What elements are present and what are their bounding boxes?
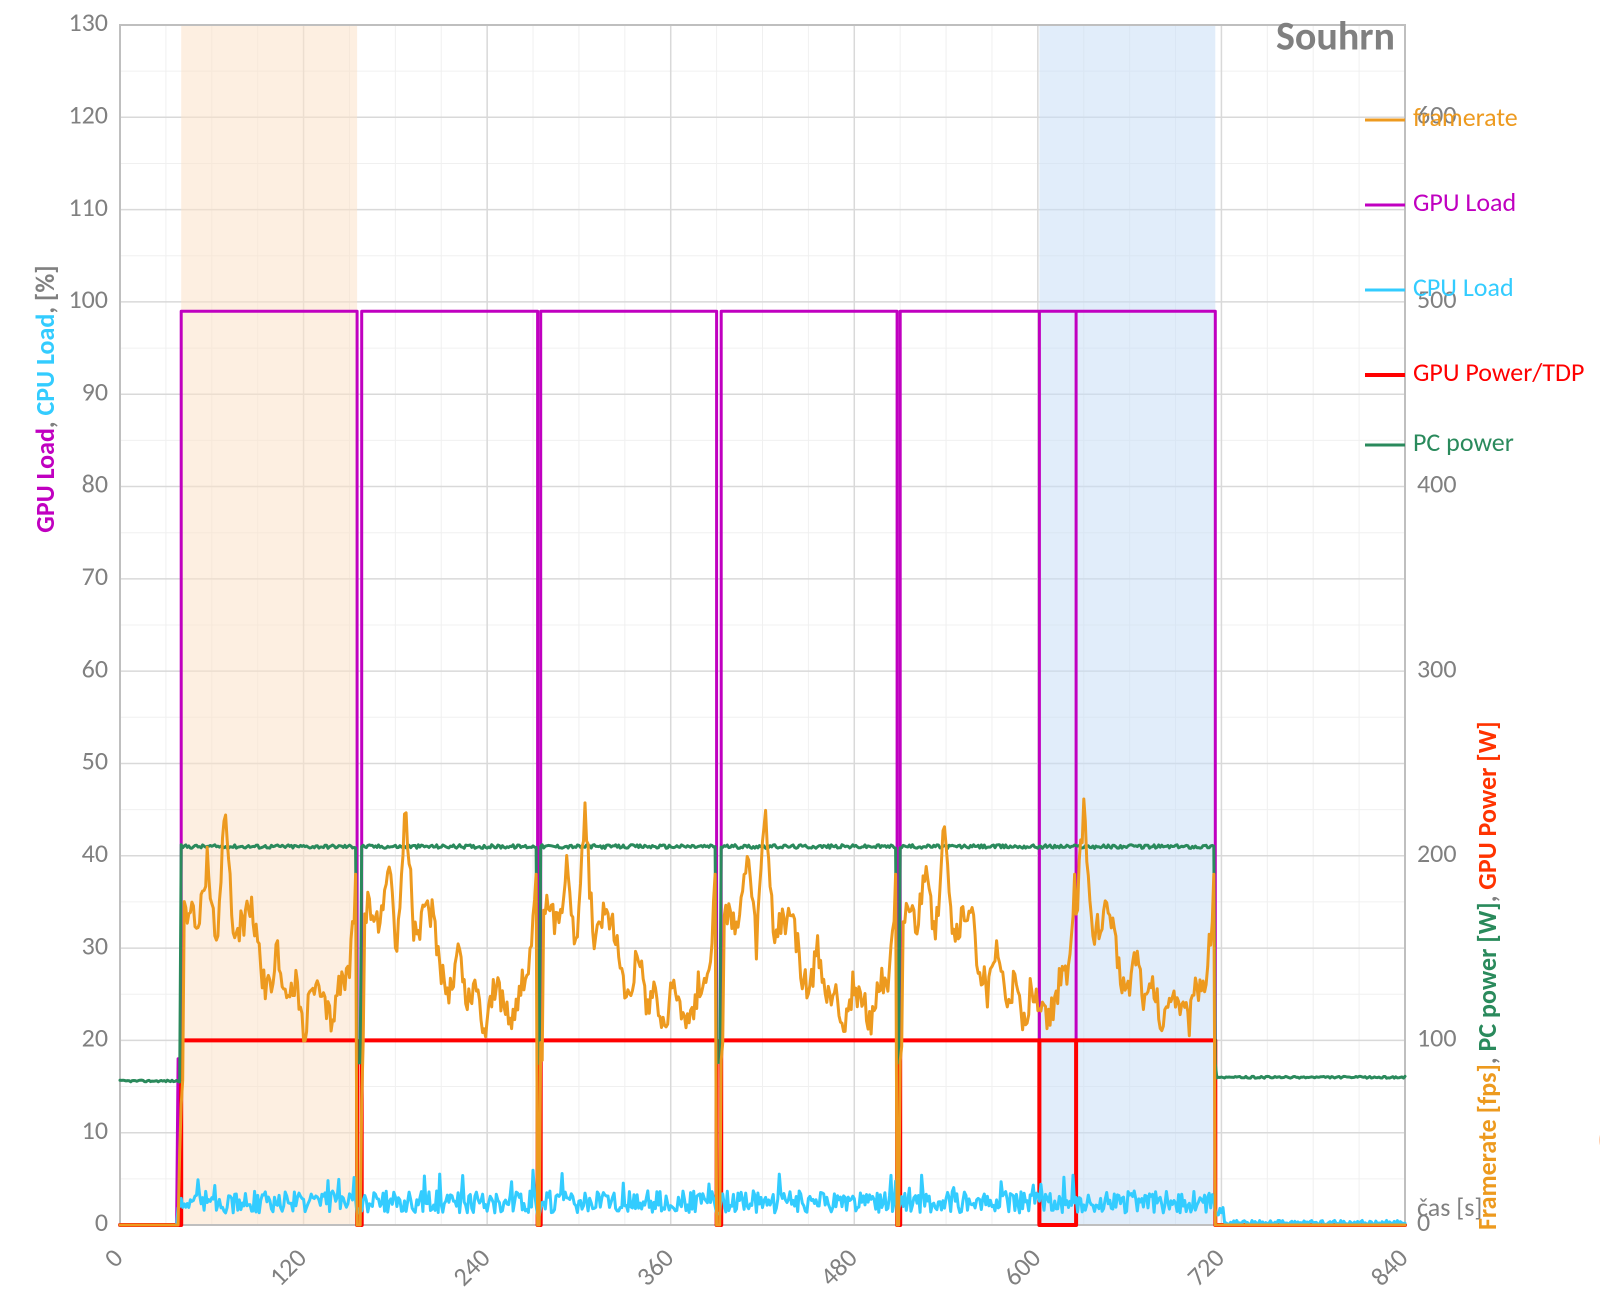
chart-container: 0 10 20 30 40 50 60 70 80 90 100 110 120 130 0 100 200 30… xyxy=(0,0,1600,1313)
y-left-tick: 120 xyxy=(68,99,108,131)
x-tick: 360 xyxy=(629,1242,680,1293)
y-left-axis-label: GPU Load, CPU Load, [%] xyxy=(29,265,61,532)
legend-label: PC power xyxy=(1413,426,1514,458)
y-left-tick: 30 xyxy=(82,929,108,961)
x-tick: 120 xyxy=(262,1242,313,1293)
y-left-tick: 40 xyxy=(82,837,108,869)
y-right-tick: 100 xyxy=(1417,1022,1457,1054)
y-left-tick: 80 xyxy=(82,468,108,500)
y-right-axis-label: Framerate [fps], PC power [W], GPU Power… xyxy=(1471,721,1503,1230)
legend-label: GPU Power/TDP xyxy=(1413,356,1584,388)
y-left-tick: 20 xyxy=(82,1022,108,1054)
y-left-tick: 100 xyxy=(68,283,108,315)
y-left-tick: 0 xyxy=(95,1206,108,1238)
x-tick: 720 xyxy=(1180,1242,1231,1293)
y-right-tick: 200 xyxy=(1417,837,1457,869)
x-tick: 0 xyxy=(97,1242,129,1274)
y-right-tick: 300 xyxy=(1417,652,1457,684)
svg-text:GPU Load, CPU Load, [%]: GPU Load, CPU Load, [%] xyxy=(29,265,61,532)
x-tick: 600 xyxy=(997,1242,1048,1293)
x-tick: 840 xyxy=(1364,1242,1415,1293)
svg-text:Framerate [fps], PC power [W],: Framerate [fps], PC power [W], GPU Power… xyxy=(1471,721,1503,1230)
chart-svg: 0 10 20 30 40 50 60 70 80 90 100 110 120 130 0 100 200 30… xyxy=(0,0,1600,1313)
y-left-tick: 60 xyxy=(82,652,108,684)
y-left-tick: 90 xyxy=(82,375,108,407)
legend-label: GPU Load xyxy=(1413,186,1516,218)
legend-label: framerate xyxy=(1413,101,1518,133)
x-tick: 480 xyxy=(813,1242,864,1293)
x-tick: 240 xyxy=(446,1242,497,1293)
y-left-tick: 130 xyxy=(68,6,108,38)
legend-label: CPU Load xyxy=(1413,271,1514,303)
chart-title: Souhrn xyxy=(1276,12,1395,61)
y-right-tick: 400 xyxy=(1417,468,1457,500)
y-left-tick: 110 xyxy=(68,191,108,223)
y-left-tick: 10 xyxy=(82,1114,108,1146)
y-left-tick: 70 xyxy=(82,560,108,592)
y-left-tick: 50 xyxy=(82,745,108,777)
